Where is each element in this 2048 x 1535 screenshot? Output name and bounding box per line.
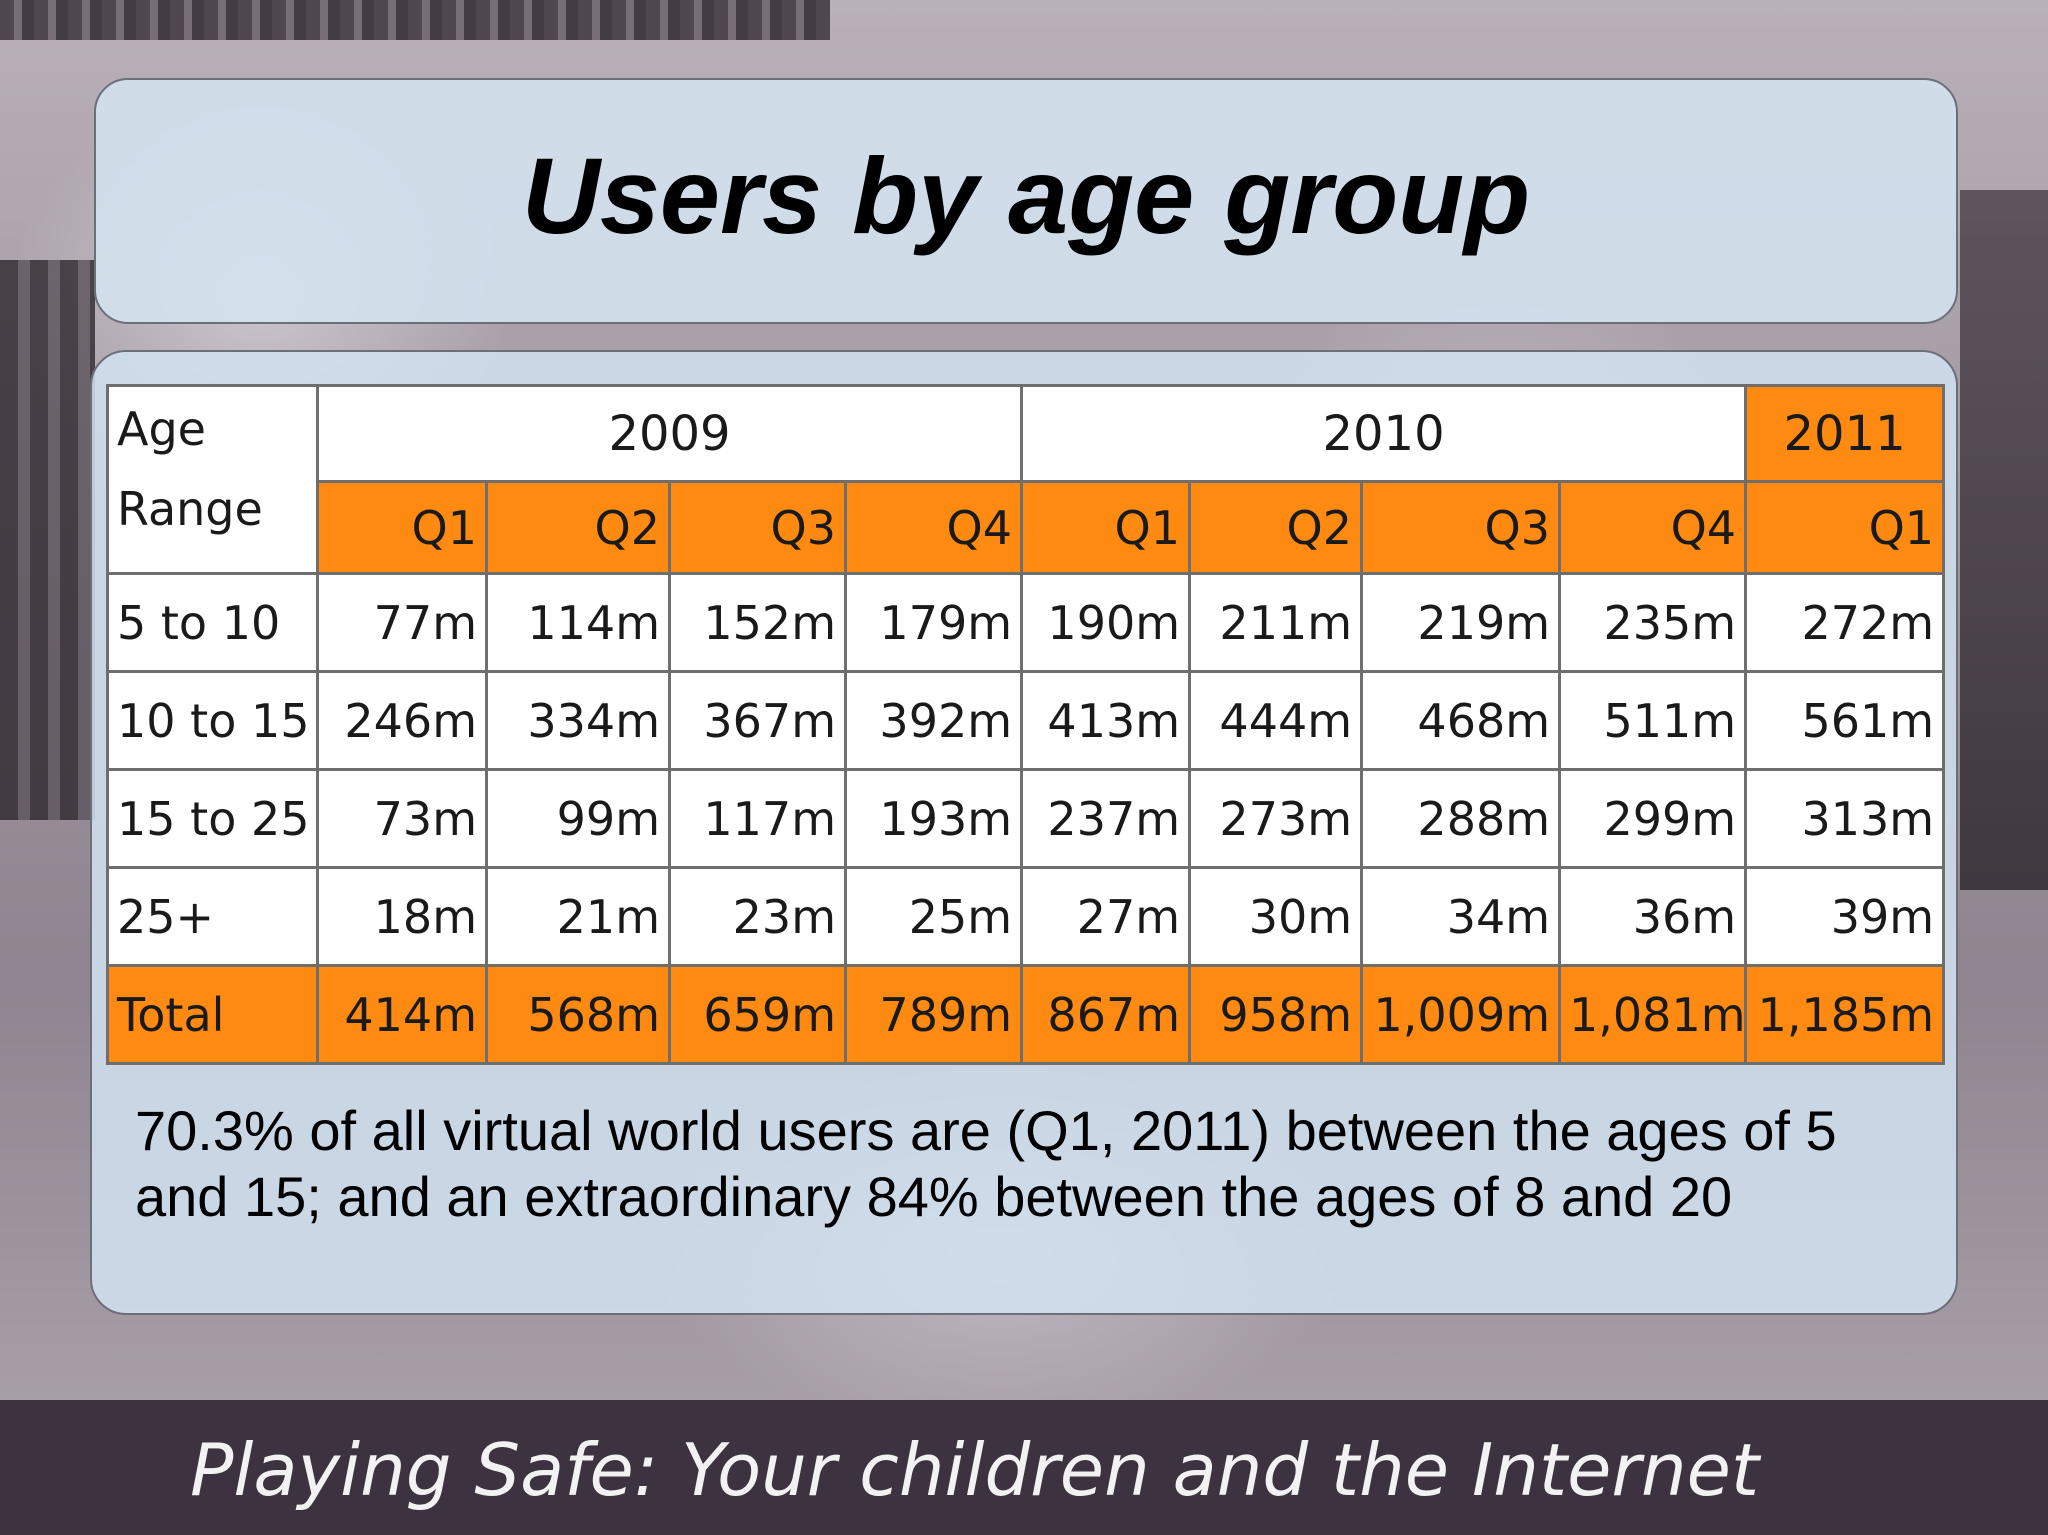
users-by-age-table: Age Range 2009 2010 2011 Q1 Q2 Q3 Q4 Q1 … (106, 384, 1946, 1065)
table-cell: 152m (668, 572, 847, 673)
table-row: 15 to 25 73m 99m 117m 193m 237m 273m 288… (106, 768, 1946, 869)
quarter-header: Q1 (1020, 480, 1192, 575)
table-row: 5 to 10 77m 114m 152m 179m 190m 211m 219… (106, 572, 1946, 673)
table-cell: 1,185m (1744, 964, 1946, 1065)
row-label: 25+ (106, 866, 319, 967)
table-cell: 27m (1020, 866, 1192, 967)
table-cell: 190m (1020, 572, 1192, 673)
table-cell: 18m (316, 866, 488, 967)
table-cell: 235m (1558, 572, 1748, 673)
table-cell: 117m (668, 768, 847, 869)
table-cell: 39m (1744, 866, 1946, 967)
table-cell: 73m (316, 768, 488, 869)
table-cell: 414m (316, 964, 488, 1065)
age-range-header: Age Range (106, 384, 319, 575)
age-range-header-text: Age Range (117, 402, 263, 536)
table-cell: 179m (843, 572, 1024, 673)
table-cell: 288m (1360, 768, 1562, 869)
table-cell: 568m (485, 964, 671, 1065)
quarter-header: Q2 (485, 480, 671, 575)
table-cell: 659m (668, 964, 847, 1065)
table-cell: 273m (1188, 768, 1364, 869)
table-cell: 34m (1360, 866, 1562, 967)
year-header-2009: 2009 (315, 384, 1024, 483)
background-bookshelf (0, 0, 830, 40)
table-cell: 313m (1744, 768, 1946, 869)
summary-note: 70.3% of all virtual world users are (Q1… (135, 1099, 1837, 1228)
table-cell: 99m (485, 768, 671, 869)
table-cell: 561m (1744, 670, 1946, 771)
table-cell: 25m (843, 866, 1024, 967)
table-cell: 23m (668, 866, 847, 967)
table-cell: 789m (843, 964, 1024, 1065)
table-cell: 1,081m (1558, 964, 1748, 1065)
quarter-header: Q4 (1558, 480, 1748, 575)
quarter-header: Q1 (1744, 480, 1946, 575)
title-panel: Users by age group (94, 78, 1958, 324)
table-cell: 334m (485, 670, 671, 771)
background-cabinet (1960, 190, 2048, 890)
row-label: 5 to 10 (106, 572, 319, 673)
footer-bar: Playing Safe: Your children and the Inte… (0, 1400, 2048, 1535)
total-row: Total 414m 568m 659m 789m 867m 958m 1,00… (106, 964, 1946, 1065)
year-header-2010: 2010 (1020, 384, 1748, 483)
quarter-header: Q2 (1188, 480, 1364, 575)
slide-title: Users by age group (521, 135, 1531, 256)
row-label: 10 to 15 (106, 670, 319, 771)
footer-title: Playing Safe: Your children and the Inte… (190, 1428, 1760, 1512)
background-books (0, 260, 95, 820)
table-cell: 413m (1020, 670, 1192, 771)
table-cell: 77m (316, 572, 488, 673)
table-cell: 444m (1188, 670, 1364, 771)
table-cell: 30m (1188, 866, 1364, 967)
row-label: 15 to 25 (106, 768, 319, 869)
quarter-header: Q3 (668, 480, 847, 575)
year-header-row: Age Range 2009 2010 2011 (106, 384, 1946, 575)
quarter-header: Q3 (1360, 480, 1562, 575)
table-cell: 867m (1020, 964, 1192, 1065)
quarter-header: Q1 (316, 480, 488, 575)
table-cell: 511m (1558, 670, 1748, 771)
table-cell: 468m (1360, 670, 1562, 771)
table-row: 10 to 15 246m 334m 367m 392m 413m 444m 4… (106, 670, 1946, 771)
year-header-2011: 2011 (1744, 384, 1946, 483)
table-cell: 193m (843, 768, 1024, 869)
table-cell: 272m (1744, 572, 1946, 673)
table-cell: 299m (1558, 768, 1748, 869)
table-cell: 367m (668, 670, 847, 771)
quarter-header: Q4 (843, 480, 1024, 575)
table-cell: 219m (1360, 572, 1562, 673)
table-cell: 237m (1020, 768, 1192, 869)
table-cell: 21m (485, 866, 671, 967)
row-label: Total (106, 964, 319, 1065)
quarter-header-row: Q1 Q2 Q3 Q4 Q1 Q2 Q3 Q4 Q1 (107, 480, 1946, 575)
table-cell: 246m (316, 670, 488, 771)
table-cell: 211m (1188, 572, 1364, 673)
table-cell: 1,009m (1360, 964, 1562, 1065)
table-cell: 36m (1558, 866, 1748, 967)
table-cell: 114m (485, 572, 671, 673)
table-cell: 392m (843, 670, 1024, 771)
table-row: 25+ 18m 21m 23m 25m 27m 30m 34m 36m 39m (106, 866, 1946, 967)
table-cell: 958m (1188, 964, 1364, 1065)
